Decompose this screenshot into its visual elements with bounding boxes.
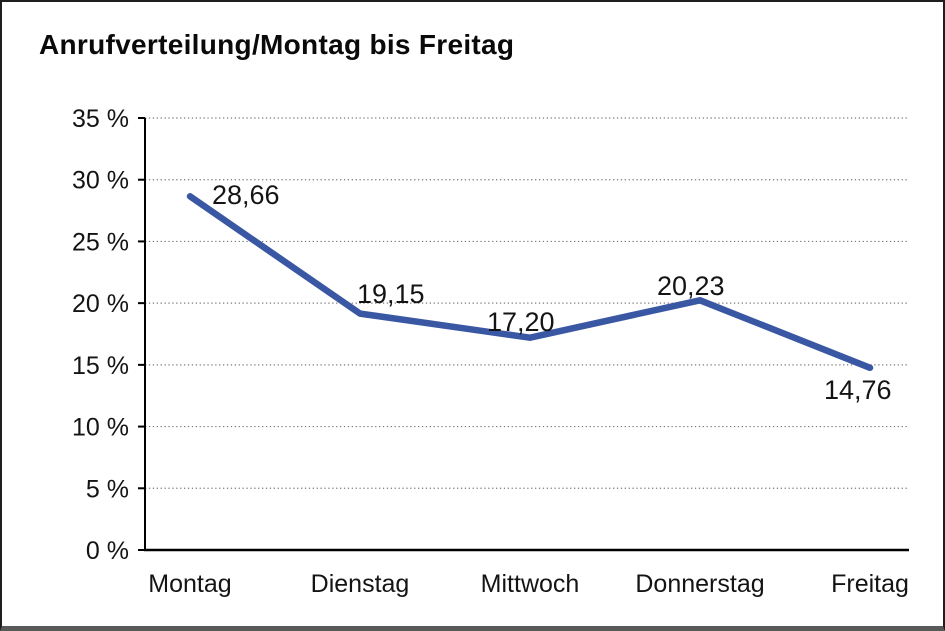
data-series-line xyxy=(186,193,874,372)
y-tick-label: 20 % xyxy=(72,290,129,318)
data-point-label: 19,15 xyxy=(357,279,425,309)
x-axis-label: Donnerstag xyxy=(635,570,764,598)
y-tick-label: 35 % xyxy=(72,105,129,133)
y-tick-label: 25 % xyxy=(72,228,129,256)
data-point-label: 28,66 xyxy=(212,180,280,210)
x-axis-label: Dienstag xyxy=(311,570,410,598)
y-tick-label: 30 % xyxy=(72,167,129,195)
y-tick-label: 5 % xyxy=(86,475,129,503)
x-axis-label: Freitag xyxy=(831,570,909,598)
y-tick-label: 0 % xyxy=(86,537,129,565)
chart-title: Anrufverteilung/Montag bis Freitag xyxy=(39,29,515,60)
data-point-label: 14,76 xyxy=(824,375,892,405)
data-point-label: 17,20 xyxy=(487,307,555,337)
x-axis-label: Mittwoch xyxy=(481,570,580,598)
data-point-label: 20,23 xyxy=(657,271,725,301)
y-tick-label: 15 % xyxy=(72,352,129,380)
y-tick-label: 10 % xyxy=(72,414,129,442)
x-axis-label: Montag xyxy=(148,570,231,598)
